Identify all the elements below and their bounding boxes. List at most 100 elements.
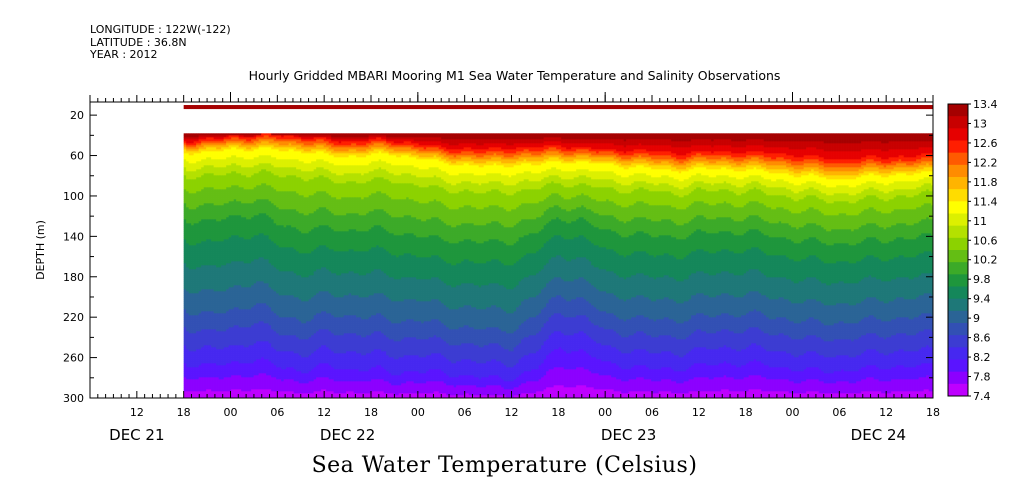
heatmap-cell: [191, 383, 194, 385]
heatmap-cell: [254, 155, 257, 157]
heatmap-cell: [234, 261, 237, 263]
heatmap-cell: [264, 171, 267, 173]
heatmap-cell: [229, 171, 232, 173]
heatmap-cell: [196, 105, 199, 109]
heatmap-cell: [211, 191, 214, 193]
heatmap-cell: [219, 347, 222, 349]
heatmap-cell: [219, 167, 222, 169]
heatmap-cell: [254, 327, 257, 329]
heatmap-cell: [246, 191, 249, 193]
heatmap-cell: [216, 385, 219, 387]
heatmap-cell: [209, 273, 212, 275]
heatmap-cell: [196, 193, 199, 195]
heatmap-cell: [216, 189, 219, 191]
heatmap-cell: [241, 149, 244, 151]
heatmap-cell: [271, 309, 274, 311]
heatmap-cell: [241, 281, 244, 283]
heatmap-cell: [211, 185, 214, 187]
heatmap-cell: [191, 223, 194, 225]
heatmap-cell: [264, 149, 267, 151]
heatmap-cell: [234, 379, 237, 381]
heatmap-cell: [221, 389, 224, 391]
heatmap-cell: [226, 377, 229, 379]
heatmap-cell: [261, 189, 264, 191]
heatmap-cell: [184, 179, 187, 181]
heatmap-cell: [256, 247, 259, 249]
heatmap-cell: [254, 249, 257, 251]
heatmap-cell: [259, 363, 262, 365]
heatmap-cell: [231, 371, 234, 373]
heatmap-cell: [214, 287, 217, 289]
heatmap-cell: [204, 157, 207, 159]
heatmap-cell: [186, 291, 189, 293]
heatmap-cell: [266, 145, 269, 147]
heatmap-cell: [276, 195, 279, 197]
heatmap-cell: [236, 357, 239, 359]
heatmap-cell: [234, 179, 237, 181]
heatmap-cell: [254, 293, 257, 295]
heatmap-cell: [219, 281, 222, 283]
heatmap-cell: [246, 237, 249, 239]
heatmap-cell: [254, 315, 257, 317]
heatmap-cell: [194, 243, 197, 245]
heatmap-cell: [206, 283, 209, 285]
heatmap-cell: [276, 191, 279, 193]
heatmap-cell: [229, 279, 232, 281]
heatmap-cell: [184, 105, 187, 109]
heatmap-cell: [226, 345, 229, 347]
heatmap-cell: [261, 159, 264, 161]
heatmap-cell: [254, 201, 257, 203]
heatmap-cell: [184, 253, 187, 255]
heatmap-cell: [206, 225, 209, 227]
heatmap-cell: [264, 345, 267, 347]
heatmap-cell: [194, 255, 197, 257]
heatmap-cell: [189, 241, 192, 243]
heatmap-cell: [261, 309, 264, 311]
heatmap-cell: [274, 203, 277, 205]
heatmap-cell: [254, 299, 257, 301]
heatmap-cell: [226, 367, 229, 369]
heatmap-cell: [211, 137, 214, 139]
heatmap-cell: [224, 197, 227, 199]
heatmap-cell: [194, 137, 197, 139]
heatmap-cell: [224, 357, 227, 359]
heatmap-cell: [226, 137, 229, 139]
heatmap-cell: [269, 341, 272, 343]
heatmap-cell: [256, 389, 259, 391]
heatmap-cell: [274, 355, 277, 357]
heatmap-cell: [251, 337, 254, 339]
heatmap-cell: [214, 369, 217, 371]
heatmap-cell: [204, 345, 207, 347]
heatmap-cell: [186, 189, 189, 191]
heatmap-cell: [214, 153, 217, 155]
heatmap-cell: [209, 363, 212, 365]
heatmap-cell: [251, 369, 254, 371]
heatmap-cell: [239, 245, 242, 247]
heatmap-cell: [199, 387, 202, 389]
heatmap-cell: [189, 267, 192, 269]
heatmap-cell: [254, 291, 257, 293]
heatmap-cell: [209, 241, 212, 243]
heatmap-cell: [249, 187, 252, 189]
heatmap-cell: [221, 261, 224, 263]
heatmap-cell: [249, 139, 252, 141]
heatmap-cell: [204, 141, 207, 143]
heatmap-cell: [209, 177, 212, 179]
heatmap-cell: [224, 263, 227, 265]
heatmap-cell: [244, 163, 247, 165]
heatmap-cell: [214, 211, 217, 213]
heatmap-cell: [189, 187, 192, 189]
heatmap-cell: [244, 271, 247, 273]
heatmap-cell: [209, 183, 212, 185]
heatmap-cell: [256, 343, 259, 345]
heatmap-cell: [196, 319, 199, 321]
heatmap-cell: [249, 157, 252, 159]
heatmap-cell: [259, 299, 262, 301]
heatmap-cell: [244, 147, 247, 149]
heatmap-cell: [239, 361, 242, 363]
heatmap-cell: [249, 297, 252, 299]
heatmap-cell: [204, 209, 207, 211]
heatmap-cell: [271, 183, 274, 185]
heatmap-cell: [251, 141, 254, 143]
heatmap-cell: [261, 351, 264, 353]
